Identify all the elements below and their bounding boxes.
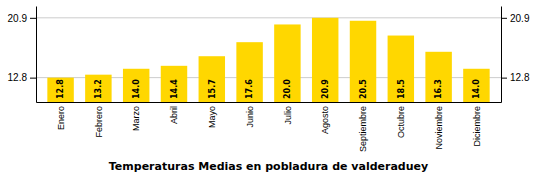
- data-label: 20.0: [283, 79, 292, 99]
- tick-label: Enero: [56, 106, 66, 130]
- tick: 20.9: [501, 13, 530, 24]
- tick-mark: [30, 18, 36, 19]
- tick: Febrero: [94, 106, 104, 138]
- tick-label: Junio: [245, 106, 255, 128]
- axis-line: [37, 102, 502, 103]
- data-label: 18.5: [397, 79, 406, 99]
- tick-label: 12.8: [510, 72, 530, 83]
- tick-mark: [30, 78, 36, 79]
- bar: [85, 75, 111, 102]
- data-label: 17.6: [245, 79, 254, 99]
- data-labels: 12.8 13.2 14.0 14.4 15.7 17.6 20.0 20.9 20.5 18.5…: [56, 79, 481, 99]
- bar: [123, 69, 149, 102]
- tick: Abril: [169, 106, 179, 124]
- data-label: 14.4: [170, 79, 179, 99]
- bar: [236, 42, 262, 102]
- data-label: 12.8: [56, 79, 65, 99]
- bar: [463, 69, 489, 102]
- tick: Diciembre: [472, 106, 482, 147]
- chart: 12.8 20.9 12.8 20.9 Enero Febrero Marzo Abril Ma…: [0, 0, 537, 174]
- tick-label: Septiembre: [358, 106, 368, 152]
- tick: Septiembre: [358, 106, 368, 152]
- data-label: 16.3: [434, 79, 443, 99]
- y-axis: 12.8 20.9: [8, 7, 37, 103]
- tick-label: Julio: [283, 106, 293, 125]
- bar: [312, 18, 338, 102]
- tick-label: Marzo: [131, 106, 141, 131]
- tick-label: Diciembre: [472, 106, 482, 147]
- tick-label: 20.9: [510, 13, 530, 24]
- tick-label: 12.8: [8, 72, 28, 83]
- title: Temperaturas Medias en pobladura de vald…: [109, 160, 428, 173]
- axis-line: [36, 7, 37, 103]
- tick-mark: [501, 18, 507, 19]
- bar: [161, 66, 187, 102]
- bar: [199, 56, 225, 102]
- bar: [350, 21, 376, 102]
- grid-line: [36, 17, 501, 18]
- tick: Marzo: [131, 106, 141, 131]
- tick-label: Octubre: [396, 106, 406, 138]
- data-label: 20.9: [321, 79, 330, 99]
- tick-mark: [501, 78, 507, 79]
- tick: 12.8: [501, 72, 530, 83]
- tick-label: 20.9: [8, 13, 28, 24]
- data-label: 20.5: [359, 79, 368, 99]
- tick-label: Agosto: [320, 106, 330, 134]
- tick: 12.8: [8, 72, 36, 83]
- tick: Julio: [283, 106, 293, 125]
- data-label: 14.0: [472, 79, 481, 99]
- data-label: 13.2: [94, 79, 103, 99]
- tick: 20.9: [8, 13, 36, 24]
- tick: Noviembre: [434, 106, 444, 150]
- bar: [388, 36, 414, 102]
- data-label: 15.7: [208, 79, 217, 99]
- bars: [47, 18, 489, 102]
- tick: Mayo: [207, 106, 217, 128]
- tick: Agosto: [320, 106, 330, 134]
- tick-label: Abril: [169, 106, 179, 124]
- tick: Junio: [245, 106, 255, 128]
- bar: [425, 52, 451, 102]
- data-label: 14.0: [132, 79, 141, 99]
- x-axis: Enero Febrero Marzo Abril Mayo Junio Julio Agos…: [37, 103, 502, 153]
- tick-label: Noviembre: [434, 106, 444, 150]
- tick: Octubre: [396, 106, 406, 138]
- bar: [47, 78, 73, 102]
- bar: [274, 24, 300, 102]
- tick-label: Febrero: [94, 106, 104, 138]
- axis-line: [501, 7, 502, 103]
- tick-label: Mayo: [207, 106, 217, 128]
- tick: Enero: [56, 106, 66, 130]
- y-axis-right: 12.8 20.9: [501, 7, 530, 103]
